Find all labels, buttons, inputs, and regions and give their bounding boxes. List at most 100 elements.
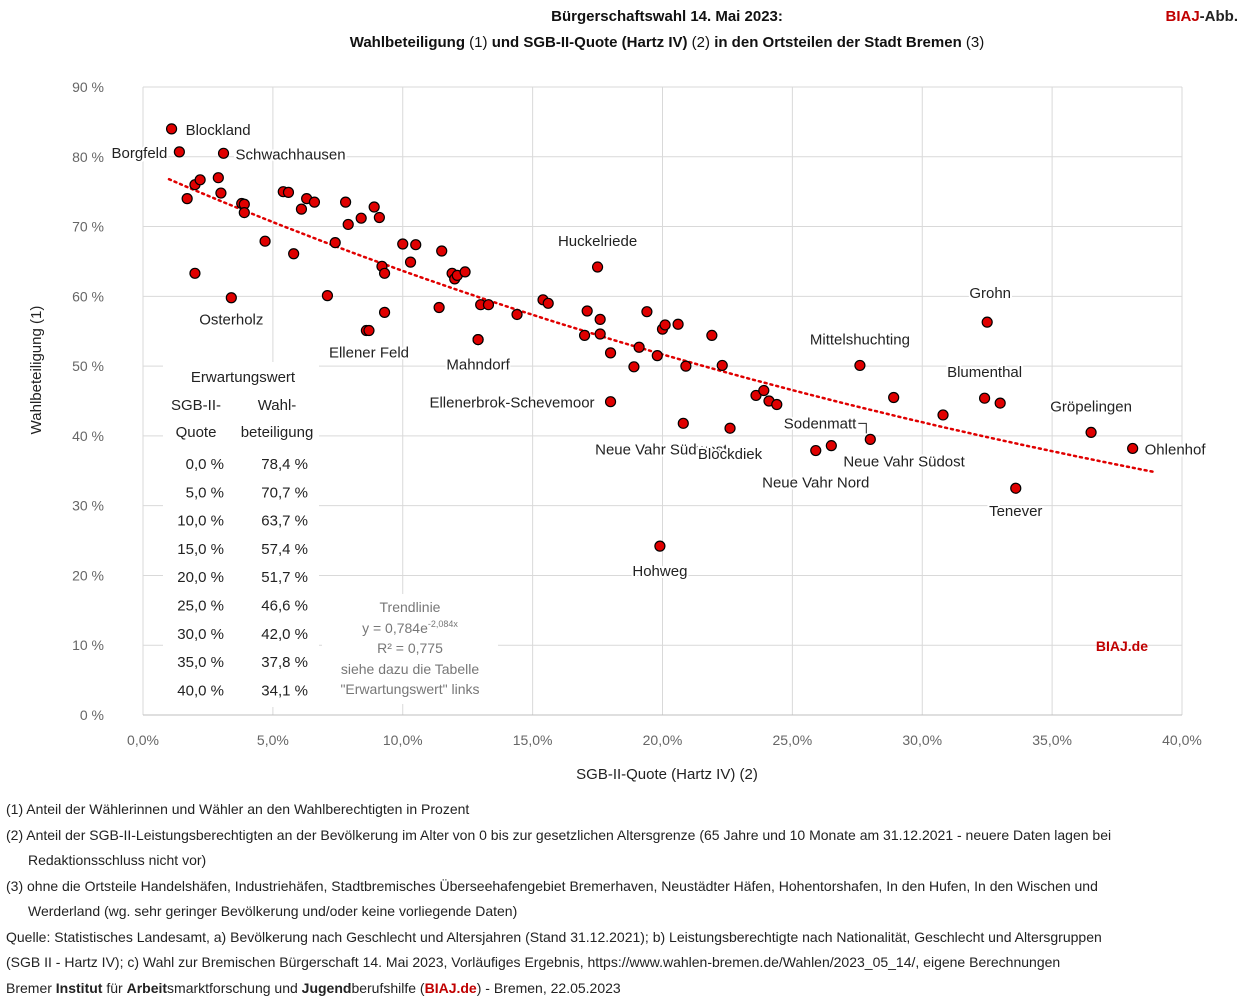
credit-b3: Jugend <box>302 980 352 996</box>
y-tick-label: 50 % <box>72 358 104 374</box>
data-point <box>473 335 483 345</box>
data-point <box>174 147 184 157</box>
data-point <box>642 307 652 317</box>
expectation-row-quote: 40,0 % <box>177 682 224 699</box>
data-point <box>364 326 374 336</box>
data-point <box>411 240 421 250</box>
point-label: Gröpelingen <box>1050 398 1132 415</box>
data-point <box>543 298 553 308</box>
data-point <box>995 398 1005 408</box>
expectation-col2-header: Wahl- <box>258 397 297 414</box>
data-point <box>725 423 735 433</box>
point-label: Osterholz <box>199 312 263 329</box>
data-point <box>219 148 229 158</box>
x-tick-label: 0,0% <box>127 732 159 748</box>
point-label: Blockland <box>186 122 251 139</box>
data-point <box>593 262 603 272</box>
point-label: Blockdiek <box>698 446 763 463</box>
data-point <box>629 362 639 372</box>
data-point <box>356 213 366 223</box>
watermark-biaj: BIAJ.de <box>1096 638 1148 654</box>
expectation-row-turnout: 34,1 % <box>261 682 308 699</box>
x-axis-label: SGB-II-Quote (Hartz IV) (2) <box>576 766 758 783</box>
point-label: Blumenthal <box>947 364 1022 381</box>
data-point <box>195 175 205 185</box>
expectation-row-quote: 35,0 % <box>177 654 224 671</box>
footnotes: (1) Anteil der Wählerinnen und Wähler an… <box>6 797 1236 1001</box>
data-point <box>826 441 836 451</box>
point-label: Huckelriede <box>558 233 637 250</box>
data-point <box>190 268 200 278</box>
expectation-row-turnout: 78,4 % <box>261 456 308 473</box>
point-label: Hohweg <box>632 563 687 580</box>
credit-biaj: BIAJ.de <box>425 980 477 996</box>
credit-p1: Bremer <box>6 980 56 996</box>
trendline-note: siehe dazu die Tabelle <box>341 661 480 677</box>
source-line-1: Quelle: Statistisches Landesamt, a) Bevö… <box>6 925 1236 951</box>
data-point <box>309 197 319 207</box>
data-point <box>980 393 990 403</box>
data-point <box>660 320 670 330</box>
data-point <box>226 293 236 303</box>
data-point <box>982 317 992 327</box>
data-point <box>341 197 351 207</box>
point-label: Ellenerbrok-Schevemoor <box>429 395 594 412</box>
expectation-row-quote: 20,0 % <box>177 569 224 586</box>
data-point <box>1086 427 1096 437</box>
x-tick-label: 5,0% <box>257 732 289 748</box>
expectation-col1-header: SGB-II- <box>171 397 221 414</box>
source-line-2: (SGB II - Hartz IV); c) Wahl zur Bremisc… <box>6 950 1236 976</box>
trendline-title: Trendlinie <box>380 599 441 615</box>
data-point <box>889 393 899 403</box>
x-tick-label: 20,0% <box>643 732 683 748</box>
trendline-note: "Erwartungswert" links <box>340 681 479 697</box>
data-point <box>260 236 270 246</box>
data-point <box>582 306 592 316</box>
trendline-equation-main: y = 0,784e <box>362 620 428 636</box>
credit-p3: smarktforschung und <box>167 980 302 996</box>
data-point <box>406 257 416 267</box>
data-point <box>865 434 875 444</box>
credit-p2: für <box>102 980 126 996</box>
expectation-row-quote: 25,0 % <box>177 598 224 615</box>
data-point <box>167 124 177 134</box>
data-point <box>655 541 665 551</box>
data-point <box>938 410 948 420</box>
x-tick-label: 15,0% <box>513 732 553 748</box>
expectation-row-quote: 0,0 % <box>186 456 224 473</box>
data-point <box>811 446 821 456</box>
data-point <box>483 300 493 310</box>
expectation-row-quote: 15,0 % <box>177 541 224 558</box>
data-point <box>380 268 390 278</box>
point-label: Sodenmatt <box>784 415 857 432</box>
footnote-2b: Redaktionsschluss nicht vor) <box>6 848 1236 874</box>
expectation-row-turnout: 46,6 % <box>261 598 308 615</box>
data-point <box>239 208 249 218</box>
expectation-row-turnout: 42,0 % <box>261 626 308 643</box>
data-point <box>182 194 192 204</box>
scatter-chart: 0 %10 %20 %30 %40 %50 %60 %70 %80 %90 %0… <box>0 0 1250 790</box>
credit-line: Bremer Institut für Arbeitsmarktforschun… <box>6 976 1236 1001</box>
point-label: Ellener Feld <box>329 345 409 362</box>
expectation-row-turnout: 63,7 % <box>261 513 308 530</box>
data-point <box>681 361 691 371</box>
credit-p5: ) - Bremen, 22.05.2023 <box>477 980 621 996</box>
expectation-row-turnout: 51,7 % <box>261 569 308 586</box>
data-point <box>606 348 616 358</box>
credit-p4: berufshilfe ( <box>351 980 424 996</box>
data-point <box>398 239 408 249</box>
credit-b1: Institut <box>56 980 103 996</box>
expectation-col2-header: beteiligung <box>241 424 314 441</box>
y-tick-label: 40 % <box>72 428 104 444</box>
data-point <box>678 418 688 428</box>
point-label: Schwachhausen <box>236 146 346 163</box>
data-point <box>296 204 306 214</box>
expectation-row-quote: 30,0 % <box>177 626 224 643</box>
data-point <box>1011 483 1021 493</box>
data-point <box>634 342 644 352</box>
expectation-row-turnout: 57,4 % <box>261 541 308 558</box>
footnote-1: (1) Anteil der Wählerinnen und Wähler an… <box>6 797 1236 823</box>
data-point <box>330 238 340 248</box>
data-point <box>717 360 727 370</box>
point-label: Neue Vahr Südost <box>843 454 965 471</box>
